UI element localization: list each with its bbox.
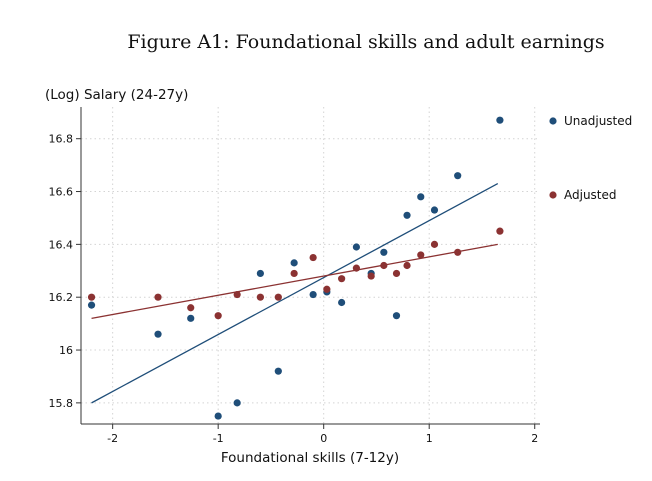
y-tick-label: 16 <box>59 344 73 357</box>
y-tick-label: 16.6 <box>49 186 74 199</box>
y-axis-label: (Log) Salary (24-27y) <box>45 87 188 103</box>
unadjusted-point <box>154 330 162 338</box>
unadjusted-point <box>187 314 195 322</box>
unadjusted-point <box>403 211 411 219</box>
adjusted-point <box>214 312 222 320</box>
x-axis-label: Foundational skills (7-12y) <box>221 450 399 466</box>
adjusted-point <box>309 253 317 262</box>
adjusted-point <box>392 269 401 278</box>
unadjusted-point <box>338 298 346 307</box>
unadjusted-point <box>380 248 388 256</box>
adjusted-point <box>274 293 282 301</box>
adjusted-point <box>367 272 375 280</box>
unadjusted-point <box>290 259 298 267</box>
adjusted-point <box>154 293 162 301</box>
unadjusted-point <box>352 243 360 251</box>
ticks: -2 -1 0 1 2 15.8 16 16.2 16.4 16.6 16.8 <box>49 133 539 445</box>
unadjusted-legend-marker <box>549 117 557 125</box>
unadjusted-legend-label: Unadjusted <box>564 114 632 128</box>
unadjusted-point <box>87 301 96 309</box>
chart-title: Figure A1: Foundational skills and adult… <box>127 31 604 53</box>
unadjusted-point <box>214 412 222 420</box>
unadjusted-point <box>496 116 504 124</box>
adjusted-fit-line <box>91 243 498 319</box>
unadjusted-point <box>417 193 425 201</box>
axes <box>80 107 540 425</box>
fit-lines <box>91 183 499 404</box>
x-tick-label: 2 <box>531 432 538 445</box>
adjusted-point <box>187 304 195 312</box>
scatter-points <box>87 116 504 420</box>
adjusted-point <box>352 264 360 272</box>
adjusted-point <box>290 269 298 278</box>
adjusted-point <box>454 248 462 256</box>
unadjusted-fit-line <box>91 183 499 404</box>
legend: Unadjusted Adjusted <box>549 114 632 202</box>
unadjusted-point <box>256 269 264 278</box>
adjusted-point <box>417 251 425 259</box>
adjusted-point <box>87 293 96 301</box>
unadjusted-point <box>430 206 439 214</box>
adjusted-legend-marker <box>549 191 557 199</box>
unadjusted-point <box>274 367 282 375</box>
y-tick-label: 16.2 <box>49 291 74 304</box>
unadjusted-point <box>392 312 401 320</box>
y-tick-label: 15.8 <box>49 397 74 410</box>
x-tick-label: 0 <box>320 432 327 445</box>
adjusted-point <box>380 261 388 270</box>
unadjusted-point <box>233 399 241 407</box>
adjusted-point <box>430 240 439 248</box>
adjusted-point <box>403 261 411 270</box>
x-tick-label: -2 <box>107 432 118 445</box>
adjusted-point <box>323 285 331 293</box>
x-tick-label: -1 <box>213 432 224 445</box>
adjusted-point <box>256 293 264 301</box>
y-tick-label: 16.4 <box>49 238 74 251</box>
y-tick-label: 16.8 <box>49 133 74 146</box>
unadjusted-point <box>309 290 317 299</box>
adjusted-legend-label: Adjusted <box>564 188 617 202</box>
adjusted-point <box>233 290 241 299</box>
x-tick-label: 1 <box>426 432 433 445</box>
adjusted-point <box>338 275 346 283</box>
grid <box>81 107 540 424</box>
adjusted-point <box>496 227 504 235</box>
unadjusted-point <box>454 172 462 180</box>
